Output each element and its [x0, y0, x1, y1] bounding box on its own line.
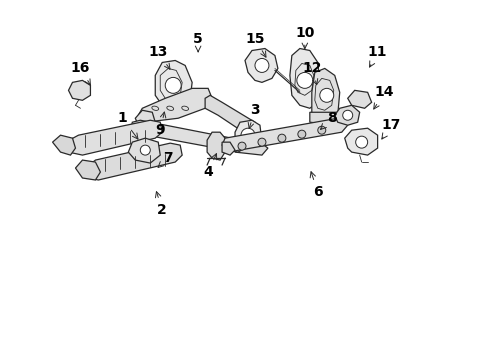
Polygon shape	[82, 143, 182, 180]
Polygon shape	[290, 49, 320, 108]
Text: 13: 13	[148, 45, 170, 69]
Circle shape	[343, 110, 353, 120]
Text: 9: 9	[155, 112, 166, 137]
Text: 8: 8	[320, 111, 337, 130]
Polygon shape	[63, 120, 162, 155]
Text: 6: 6	[310, 172, 322, 199]
Text: 15: 15	[245, 32, 266, 57]
Text: 16: 16	[71, 62, 91, 85]
Polygon shape	[310, 112, 345, 125]
Polygon shape	[345, 128, 378, 155]
Text: 10: 10	[295, 26, 315, 49]
Text: 1: 1	[118, 111, 138, 139]
Polygon shape	[135, 110, 155, 128]
Polygon shape	[155, 60, 192, 108]
Text: 11: 11	[368, 45, 388, 67]
Circle shape	[298, 130, 306, 138]
Circle shape	[150, 123, 160, 133]
Circle shape	[140, 145, 150, 155]
Polygon shape	[335, 105, 360, 125]
Text: 17: 17	[382, 118, 401, 139]
Circle shape	[278, 134, 286, 142]
Polygon shape	[312, 68, 340, 122]
Polygon shape	[348, 90, 371, 108]
Polygon shape	[222, 118, 348, 152]
Text: 5: 5	[193, 32, 203, 52]
Polygon shape	[75, 160, 100, 180]
Circle shape	[165, 77, 181, 93]
Text: 7: 7	[158, 151, 173, 167]
Polygon shape	[69, 80, 91, 100]
Text: 2: 2	[155, 192, 167, 217]
Circle shape	[258, 138, 266, 146]
Polygon shape	[128, 138, 160, 163]
Polygon shape	[235, 142, 268, 155]
Polygon shape	[245, 49, 278, 82]
Text: 4: 4	[203, 154, 217, 179]
Circle shape	[241, 128, 255, 142]
Circle shape	[238, 142, 246, 150]
Text: 14: 14	[374, 85, 394, 109]
Circle shape	[320, 88, 334, 102]
Polygon shape	[138, 88, 212, 122]
Text: 3: 3	[248, 103, 260, 129]
Polygon shape	[205, 95, 255, 135]
Text: 12: 12	[302, 62, 321, 85]
Polygon shape	[222, 142, 235, 155]
Polygon shape	[207, 132, 225, 160]
Circle shape	[356, 136, 368, 148]
Circle shape	[255, 58, 269, 72]
Polygon shape	[235, 120, 262, 152]
Polygon shape	[130, 120, 245, 152]
Polygon shape	[52, 135, 75, 155]
Circle shape	[318, 126, 326, 134]
Circle shape	[297, 72, 313, 88]
